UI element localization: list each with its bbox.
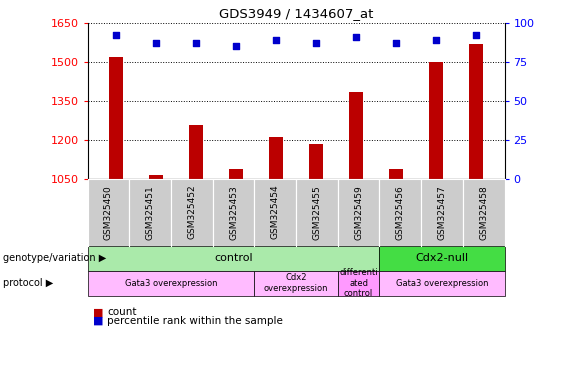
Point [272, 37, 281, 43]
Text: ■: ■ [93, 316, 104, 326]
Bar [309, 144, 323, 384]
Text: GSM325455: GSM325455 [312, 185, 321, 240]
Point [392, 40, 401, 46]
Bar [389, 169, 403, 384]
Bar [108, 57, 123, 384]
Text: GSM325458: GSM325458 [479, 185, 488, 240]
Bar [189, 126, 203, 384]
Text: differenti
ated
control: differenti ated control [340, 268, 378, 298]
Bar [269, 137, 283, 384]
Text: percentile rank within the sample: percentile rank within the sample [107, 316, 283, 326]
Point [432, 37, 441, 43]
Text: control: control [214, 253, 253, 263]
Title: GDS3949 / 1434607_at: GDS3949 / 1434607_at [219, 7, 373, 20]
Bar [149, 175, 163, 384]
Text: protocol ▶: protocol ▶ [3, 278, 53, 288]
Point [192, 40, 201, 46]
Text: GSM325456: GSM325456 [396, 185, 405, 240]
Text: genotype/variation ▶: genotype/variation ▶ [3, 253, 106, 263]
Point [472, 32, 481, 38]
Text: Cdx2
overexpression: Cdx2 overexpression [264, 273, 328, 293]
Text: Gata3 overexpression: Gata3 overexpression [125, 279, 217, 288]
Text: Gata3 overexpression: Gata3 overexpression [396, 279, 488, 288]
Bar [349, 92, 363, 384]
Point [151, 40, 160, 46]
Text: GSM325453: GSM325453 [229, 185, 238, 240]
Point [232, 43, 241, 50]
Bar [229, 169, 243, 384]
Point [111, 32, 120, 38]
Point [351, 34, 360, 40]
Point [311, 40, 320, 46]
Text: GSM325454: GSM325454 [271, 185, 280, 240]
Text: GSM325450: GSM325450 [104, 185, 113, 240]
Bar [470, 44, 484, 384]
Text: Cdx2-null: Cdx2-null [415, 253, 468, 263]
Text: ■: ■ [93, 307, 104, 317]
Text: GSM325452: GSM325452 [188, 185, 196, 240]
Text: GSM325459: GSM325459 [354, 185, 363, 240]
Text: GSM325457: GSM325457 [437, 185, 446, 240]
Text: count: count [107, 307, 137, 317]
Bar [429, 62, 444, 384]
Text: GSM325451: GSM325451 [146, 185, 155, 240]
